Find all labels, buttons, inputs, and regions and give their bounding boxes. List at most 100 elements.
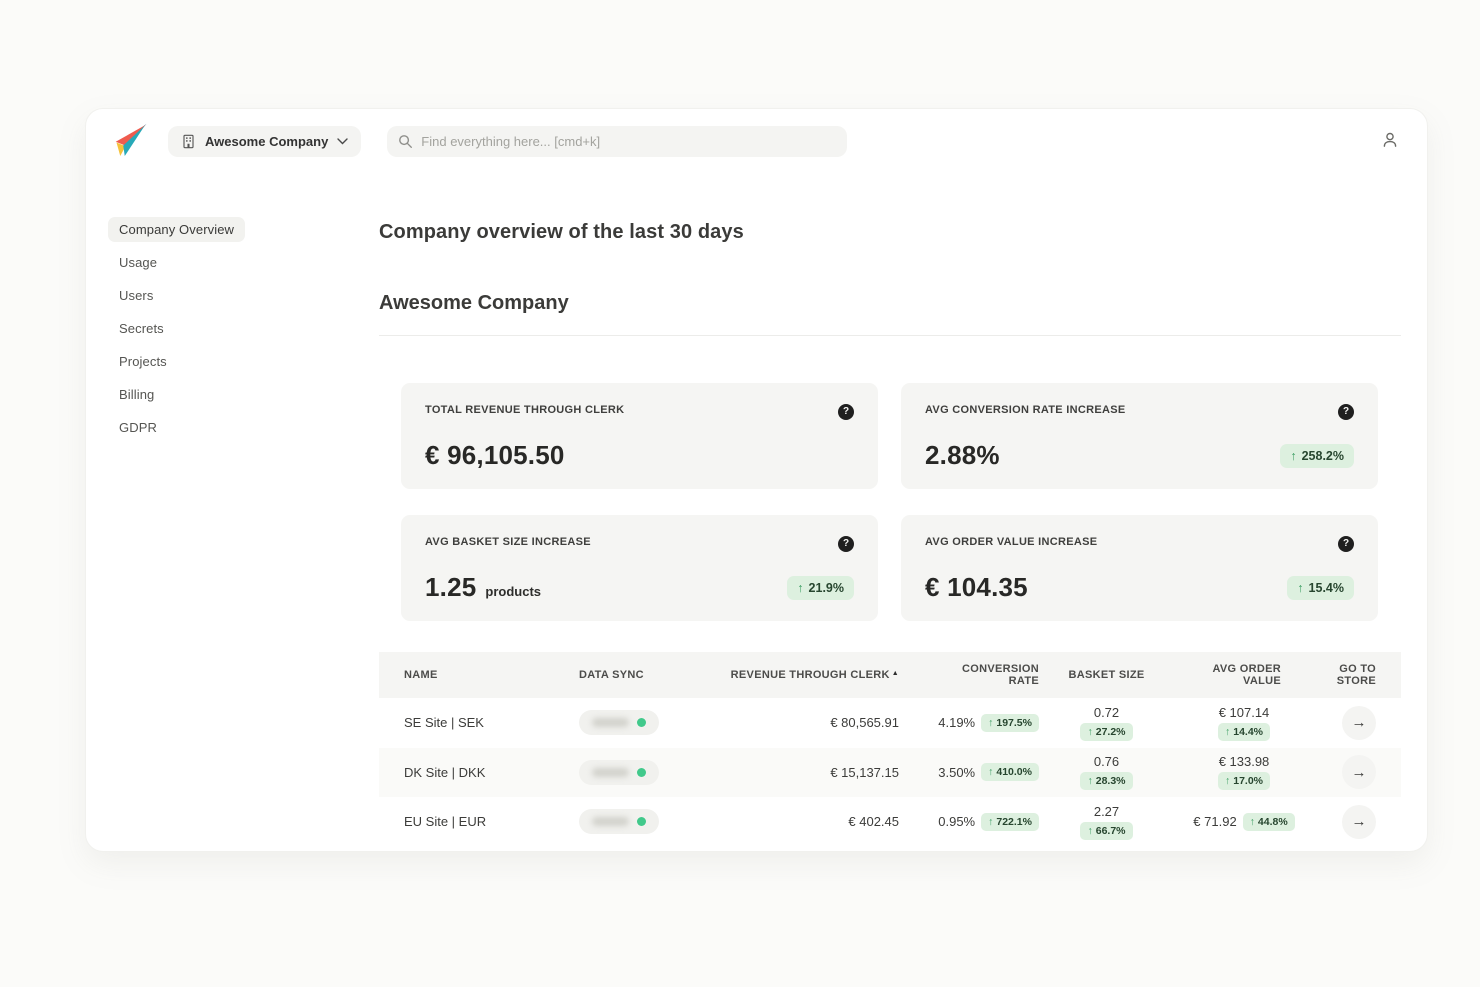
sidebar-item-usage[interactable]: Usage [108,250,168,275]
avg-order-value: € 107.14 [1218,704,1270,720]
avg-order-value: € 133.98 [1218,754,1270,770]
avg-order-value: € 71.92 [1193,814,1237,830]
increase-value: 21.9% [808,580,844,595]
go-to-store-button[interactable]: → [1342,755,1376,790]
up-arrow-icon: ↑ [1290,448,1297,463]
sidebar-item-gdpr[interactable]: GDPR [108,415,168,440]
sidebar-item-label: Projects [119,354,167,369]
sidebar-item-users[interactable]: Users [108,283,164,308]
site-name: DK Site | DKK [404,764,486,780]
table-header-row: NAME DATA SYNC REVENUE THROUGH CLERK ▲ CO… [379,652,1401,698]
revenue-value: € 15,137.15 [830,764,899,780]
data-sync-status-pill [579,809,659,835]
user-icon [1383,132,1397,147]
main-content: Company overview of the last 30 days Awe… [379,109,1401,851]
chevron-down-icon [337,137,348,144]
sync-ok-dot [637,767,646,777]
basket-increase-badge: ↑ 28.3% [1080,772,1133,791]
search-input[interactable] [387,125,848,157]
header-basket-size: BASKET SIZE [1068,669,1145,681]
header-data-sync: DATA SYNC [579,669,644,681]
page-title: Company overview of the last 30 days [379,221,744,243]
company-section-title: Awesome Company [379,292,569,314]
basket-increase-badge: ↑ 27.2% [1080,722,1133,741]
sites-table: NAME DATA SYNC REVENUE THROUGH CLERK ▲ CO… [379,652,1401,847]
sync-ok-dot [637,718,646,728]
increase-badge: ↑ 15.4% [1287,575,1354,600]
user-account-button[interactable] [1377,127,1403,156]
metric-card-value: € 96,105.50 [425,440,565,470]
sidebar-item-label: GDPR [119,420,157,435]
app-window: Awesome Company Company Overview Usage Use… [85,108,1428,852]
up-arrow-icon: ↑ [1087,824,1093,837]
table-row: EU Site | EUR € 402.45 0.95% ↑ 722.1% 2.2… [379,797,1401,847]
site-name: EU Site | EUR [404,814,487,830]
sidebar-nav: Company Overview Usage Users Secrets Project… [108,217,358,440]
avg-order-increase-badge: ↑ 17.0% [1217,772,1271,791]
header-revenue-sortable[interactable]: REVENUE THROUGH CLERK ▲ [730,669,899,681]
up-arrow-icon: ↑ [1087,725,1093,738]
header-go-to-store: GO TO STORE [1336,663,1376,687]
header-conversion-rate: CONVERSION RATE [962,663,1039,687]
metric-card-value: € 104.35 [925,572,1028,602]
company-selector-label: Awesome Company [205,133,329,149]
up-arrow-icon: ↑ [1224,775,1231,788]
up-arrow-icon: ↑ [988,766,994,779]
metric-card-value: 1.25 [425,572,477,602]
data-sync-status-pill [579,710,659,736]
sidebar-item-label: Users [119,288,154,303]
blurred-sync-label [592,817,629,827]
metric-card: AVG BASKET SIZE INCREASE ? 1.25 products… [401,515,878,621]
increase-value: 15.4% [1308,580,1344,595]
revenue-value: € 80,565.91 [830,715,899,731]
up-arrow-icon: ↑ [1297,580,1304,595]
table-row: DK Site | DKK € 15,137.15 3.50% ↑ 410.0% … [379,747,1401,797]
sidebar-item-label: Company Overview [119,222,235,237]
blurred-sync-label [592,767,629,777]
section-divider [379,335,1401,336]
table-body: SE Site | SEK € 80,565.91 4.19% ↑ 197.5% … [379,698,1401,847]
metric-card: AVG ORDER VALUE INCREASE ? € 104.35 ↑ 15… [901,515,1378,621]
metric-card-label: AVG CONVERSION RATE INCREASE [925,404,1126,416]
up-arrow-icon: ↑ [988,815,994,828]
sidebar-item-projects[interactable]: Projects [108,349,178,374]
conversion-increase-badge: ↑ 197.5% [981,713,1039,732]
data-sync-status-pill [579,759,659,785]
metric-card-label: AVG BASKET SIZE INCREASE [425,536,591,548]
up-arrow-icon: ↑ [988,716,994,729]
metric-card: TOTAL REVENUE THROUGH CLERK ? € 96,105.5… [401,383,878,489]
go-to-store-button[interactable]: → [1342,804,1376,839]
go-to-store-button[interactable]: → [1342,705,1376,740]
conversion-rate-value: 3.50% [938,764,976,780]
up-arrow-icon: ↑ [1087,775,1093,788]
site-name: SE Site | SEK [404,715,484,731]
sidebar-item-company-overview[interactable]: Company Overview [108,217,246,242]
table-row: SE Site | SEK € 80,565.91 4.19% ↑ 197.5% … [379,698,1401,748]
sidebar-item-label: Billing [119,387,155,402]
sidebar-item-billing[interactable]: Billing [108,382,165,407]
basket-size-value: 2.27 [1093,803,1120,819]
up-arrow-icon: ↑ [1249,815,1255,828]
help-icon[interactable]: ? [838,404,854,420]
sidebar-item-secrets[interactable]: Secrets [108,316,175,341]
help-icon[interactable]: ? [838,536,854,552]
metric-card-unit: products [485,584,542,599]
up-arrow-icon: ↑ [1224,725,1231,738]
conversion-increase-badge: ↑ 410.0% [981,763,1039,782]
revenue-value: € 402.45 [848,814,899,830]
basket-increase-badge: ↑ 66.7% [1080,821,1133,840]
increase-badge: ↑ 21.9% [787,575,854,600]
increase-badge: ↑ 258.2% [1280,443,1354,468]
metric-card-label: TOTAL REVENUE THROUGH CLERK [425,404,625,416]
company-selector[interactable]: Awesome Company [168,125,362,157]
avg-order-increase-badge: ↑ 44.8% [1242,812,1295,831]
conversion-increase-badge: ↑ 722.1% [981,812,1039,831]
metric-cards: TOTAL REVENUE THROUGH CLERK ? € 96,105.5… [401,383,1401,621]
help-icon[interactable]: ? [1338,404,1354,420]
basket-size-value: 0.72 [1093,704,1120,720]
arrow-right-icon: → [1351,763,1367,781]
arrow-right-icon: → [1351,714,1367,732]
help-icon[interactable]: ? [1338,536,1354,552]
building-icon [183,134,194,148]
search-icon [399,134,413,148]
